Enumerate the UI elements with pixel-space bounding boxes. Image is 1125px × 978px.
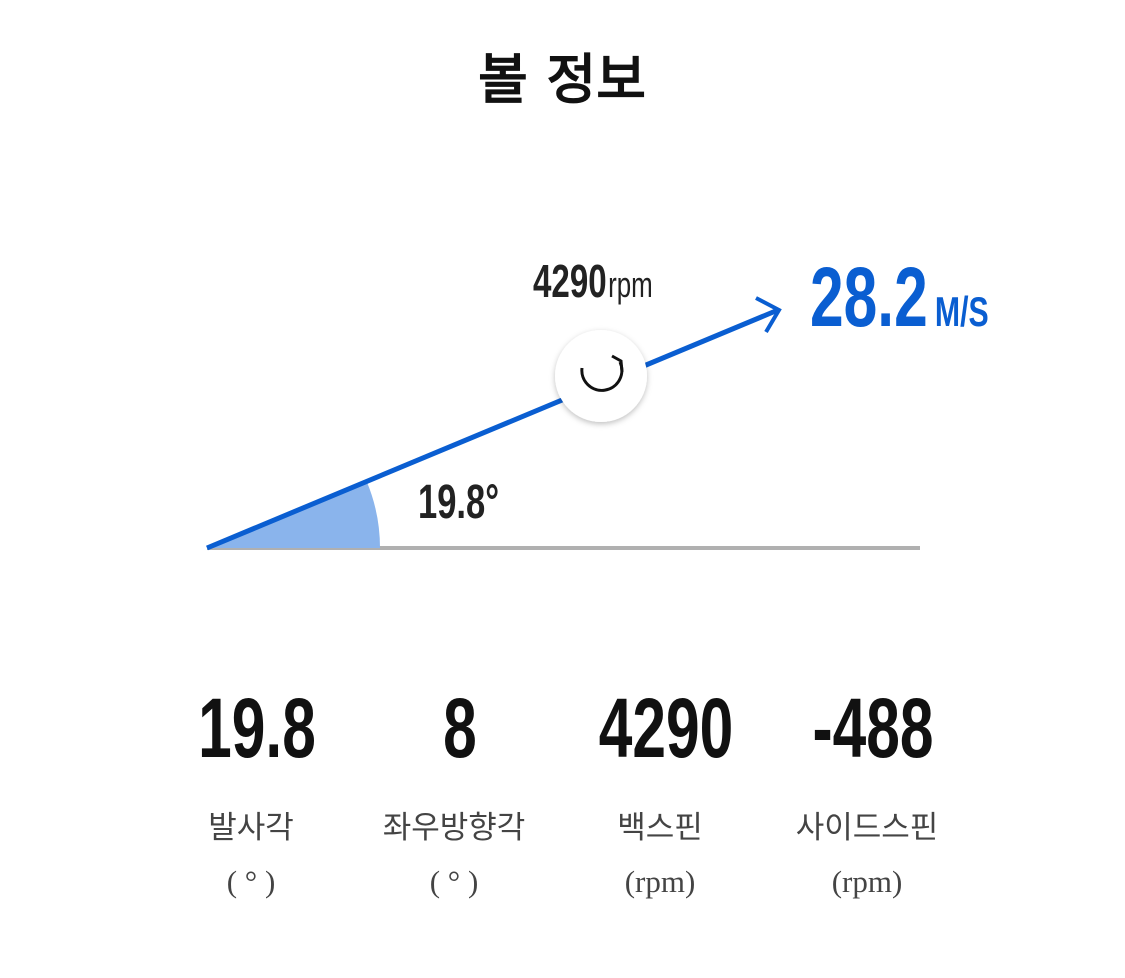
speed-value: 28.2 <box>810 250 928 344</box>
stat-value-wrap: 8 <box>443 681 477 775</box>
stat-value-wrap: 19.8 <box>198 681 316 775</box>
stat-unit: ( ° ) <box>430 864 479 899</box>
trajectory-line <box>206 307 779 551</box>
stat-label: 좌우방향각 <box>383 810 526 846</box>
stat-label: 백스핀 <box>617 810 703 846</box>
stat-unit: (rpm) <box>832 864 903 899</box>
trajectory-arrowhead <box>755 296 782 334</box>
stat-label: 발사각 <box>208 810 294 846</box>
speed-readout: 28.2 M/S <box>810 250 989 344</box>
spin-value: 4290 <box>533 257 607 307</box>
spin-icon-head <box>611 354 624 373</box>
stat-value: -488 <box>812 681 933 775</box>
spin-unit: rpm <box>608 265 653 305</box>
stat-value-wrap: 4290 <box>599 681 734 775</box>
title: 볼 정보 <box>478 48 646 111</box>
angle-readout: 19.8° <box>418 474 499 528</box>
spin-text: 4290rpm <box>533 257 653 307</box>
speed-text: 28.2 M/S <box>810 250 989 344</box>
spin-readout: 4290rpm <box>533 257 653 307</box>
stat-unit: (rpm) <box>625 864 696 899</box>
spin-badge <box>555 330 647 422</box>
stat-label: 사이드스핀 <box>796 810 939 846</box>
stat-unit: ( ° ) <box>227 864 276 899</box>
stat-value: 8 <box>443 681 477 775</box>
angle-text: 19.8° <box>418 474 499 528</box>
stats: 19.8 발사각 ( ° ) 8 좌우방향각 ( ° ) 4290 백스핀 (rpm) -488 사… <box>198 681 938 899</box>
speed-unit: M/S <box>935 288 989 335</box>
stat-value: 19.8 <box>198 681 316 775</box>
stat-value: 4290 <box>599 681 734 775</box>
stat-value-wrap: -488 <box>812 681 933 775</box>
